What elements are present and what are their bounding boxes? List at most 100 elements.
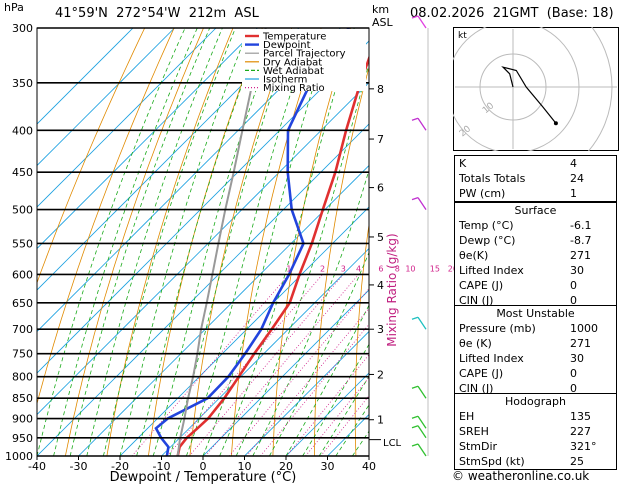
wind-barb [417,443,427,457]
surface-row: Temp (°C) -6.1 [459,219,592,232]
temp-tick-label: -20 [111,460,129,473]
station-location: 41°59'N 272°54'W 212m ASL [55,6,259,21]
most-unstable-title: Most Unstable [496,307,575,320]
pressure-tick-label: 600 [12,268,33,281]
hodograph-row: EH 135 [459,410,591,423]
wet-adiabat-line [53,28,198,456]
index-row: Totals Totals 24 [459,172,584,185]
pressure-tick-label: 350 [12,77,33,90]
wet-adiabat-line [235,62,369,456]
wind-barb-flag [411,196,419,201]
mixing-ratio-label: 20 [448,264,458,273]
legend-entry: Dry Adiabat [263,57,322,68]
km-tick-label: 5 [377,231,384,244]
pressure-tick-label: 450 [12,166,33,179]
lcl-label: LCL [383,438,402,449]
mixing-ratio-label: 15 [430,264,440,273]
km-tick-label: 8 [377,83,384,96]
isotherm-line [37,40,369,374]
mu-row: Pressure (mb) 1000 [459,322,598,335]
pressure-tick-label: 550 [12,237,33,250]
temp-tick-label: 20 [279,460,293,473]
wind-barb-flag [411,425,419,429]
pressure-tick-label: 750 [12,348,33,361]
wet-adiabat-line [186,28,313,456]
mu-row: CIN (J) 0 [459,382,577,395]
legend-box [242,29,366,91]
surface-row: θe(K) 271 [459,249,591,262]
isotherm-line [78,164,369,456]
wind-barb [417,385,427,399]
wet-adiabat-line [152,28,279,456]
mixing-ratio-line [305,376,369,456]
surface-row: CAPE (J) 0 [459,279,577,292]
pressure-tick-label: 400 [12,124,33,137]
wet-adiabat-line [103,28,236,456]
pressure-tick-label: 700 [12,323,33,336]
wet-adiabat-line [302,343,369,456]
wind-barb [417,15,427,29]
isotherm-line [37,28,300,291]
mixing-ratio-label: 3 [341,264,346,273]
legend-entry: Dewpoint [263,40,311,51]
hodograph-trace [501,66,557,124]
mu-row: CAPE (J) 0 [459,367,577,380]
km-tick-label: 4 [377,279,384,292]
km-tick-label: 2 [377,368,384,381]
wet-adiabat-line [136,28,264,456]
pressure-tick-label: 950 [12,432,33,445]
km-tick-label: 3 [377,323,384,336]
wind-barb [417,197,427,210]
pressure-tick-label: 300 [12,22,33,35]
legend-entry: Wet Adiabat [263,66,324,77]
isotherm-line [37,81,369,416]
mixing-ratio-label: 1 [286,264,291,273]
hodograph-row: SREH 227 [459,425,591,438]
mixing-ratio-label: 4 [356,264,361,273]
isotherm-line [37,28,341,333]
hodograph-row: StmDir 321° [459,440,597,453]
temp-tick-label: -40 [28,460,46,473]
wind-barb-flag [411,15,419,19]
isotherm-line [37,28,175,167]
wet-adiabat-line [335,404,369,456]
dry-adiabat-line [148,28,263,456]
wind-barb-flag [411,385,419,389]
isotherm-line [285,372,369,456]
x-axis-title: Dewpoint / Temperature (°C) [110,470,297,485]
wet-adiabat-line [37,28,186,456]
temp-tick-label: -10 [153,460,171,473]
mixing-ratio-label: 6 [378,264,383,273]
surface-row: Lifted Index 30 [459,264,584,277]
surface-title: Surface [514,204,557,217]
asl-label: ASL [372,16,393,29]
hodograph-frame [453,27,619,151]
wet-adiabat-line [169,28,295,456]
copyright-footer[interactable]: © weatheronline.co.uk [452,469,590,483]
pressure-tick-label: 900 [12,413,33,426]
legend-entry: Isotherm [263,75,307,86]
wind-barb [417,415,427,429]
temp-tick-label: 10 [238,460,252,473]
wind-barb-flag [411,415,419,419]
wind-barb-flag [411,316,419,320]
surface-table: Surface Temp (°C) -6.1 Dewp (°C) -8.7 θe(K… [454,202,617,309]
isotherm-line [37,28,134,125]
run-datetime: 08.02.2026 21GMT (Base: 18) [410,6,614,21]
km-label: km [372,3,390,16]
surface-row: CIN (J) 0 [459,294,577,307]
index-row: PW (cm) 1 [459,187,577,200]
isotherm-line [37,123,369,456]
temp-tick-label: 40 [362,460,376,473]
mixing-ratio-axis-title: Mixing Ratio (g/kg) [385,233,399,346]
wind-barb [417,425,427,439]
mu-row: Lifted Index 30 [459,352,584,365]
wet-adiabat-line [285,304,369,456]
wind-barb [417,316,427,330]
km-tick-label: 7 [377,133,384,146]
isotherm-line [37,28,258,250]
